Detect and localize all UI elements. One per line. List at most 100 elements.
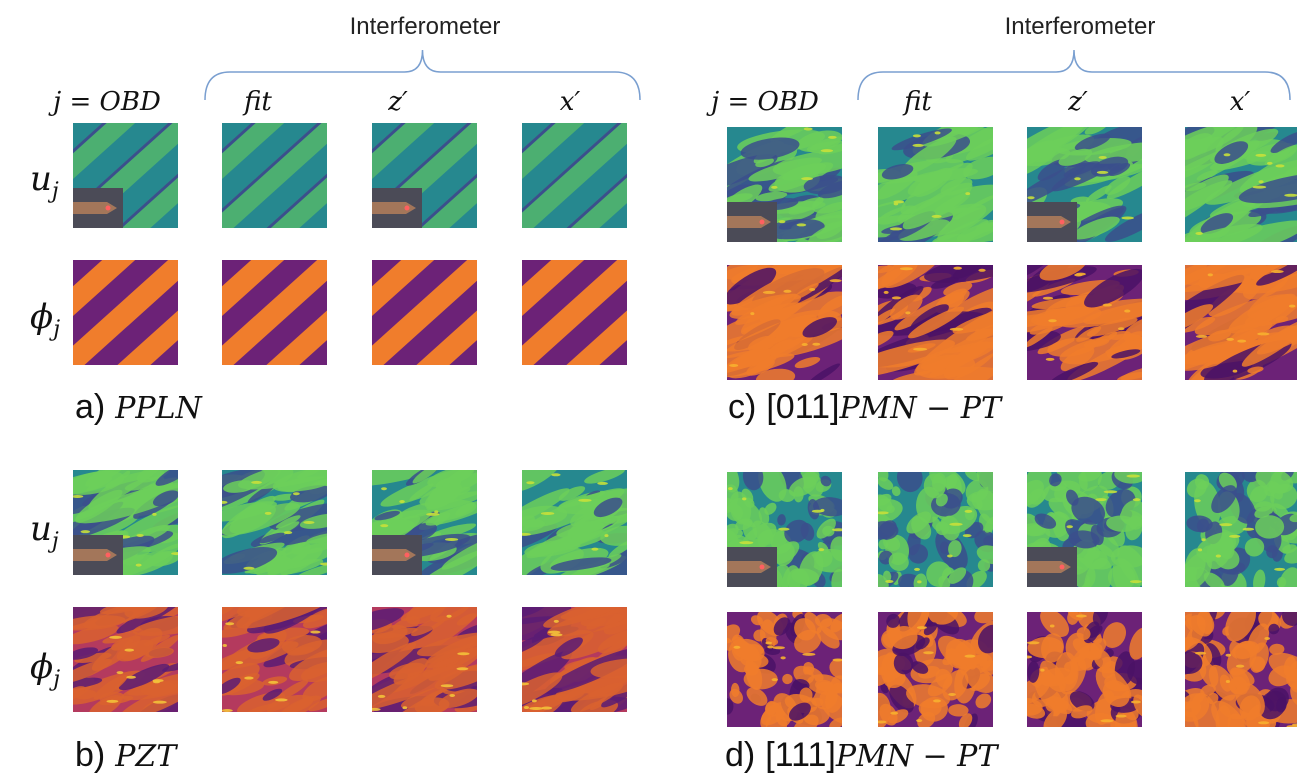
row-symbol: ϕ [30,297,53,337]
column-header: x′ [560,87,581,117]
domain-highlight [446,615,451,618]
image-panel [1128,100,1297,271]
column-header: fit [902,87,932,117]
domain-highlight [380,524,388,527]
domain-highlight [1100,719,1113,722]
domain-highlight [1074,177,1081,180]
domain-highlight [804,127,813,130]
domain-highlight [426,513,439,516]
image-panel [830,102,1035,273]
panel-name: PPLN [114,391,203,426]
domain-highlight [1226,680,1230,683]
inset-spot [106,553,111,558]
image-panel [975,103,1181,267]
domain-highlight [778,528,790,531]
domain-highlight [275,698,288,701]
domain-highlight [526,481,534,484]
domain-highlight [917,580,922,583]
image-panel [855,458,1010,607]
domain-highlight [1124,310,1130,313]
domain-highlight [884,291,889,294]
domain-highlight [1201,538,1205,541]
domain-highlight [152,513,156,516]
row-symbol: u [30,159,52,199]
image-panel [971,246,1168,389]
image-panel [1169,588,1297,744]
panel-label: a)PPLN [75,388,204,426]
stripe [450,199,699,426]
image-panel [865,594,1012,735]
domain-highlight [797,223,807,226]
domain-highlight [780,656,785,659]
domain-highlight [369,708,381,711]
domain-highlight [948,693,956,696]
domain-highlight [402,706,407,709]
domain-highlight [221,709,232,712]
domain-highlight [434,510,438,513]
panel-letter: b) [75,736,105,774]
domain-highlight [137,534,144,537]
domain-highlight [171,552,183,555]
domain-highlight [578,499,591,502]
domain-highlight [268,681,278,684]
domain-highlight [71,495,83,498]
domain-highlight [1219,523,1232,526]
domain-highlight [978,269,985,272]
domain-highlight [381,487,387,490]
domain-highlight [1074,273,1083,276]
domain-highlight [1236,665,1244,668]
domain-highlight [750,312,754,315]
domain-highlight [1097,171,1109,174]
domain-highlight [876,511,888,514]
domain-highlight [532,699,537,702]
domain-highlight [1259,180,1264,183]
domain-highlight [923,651,934,654]
domain-highlight [124,649,134,652]
domain-highlight [729,364,738,367]
inset-spot [405,206,410,211]
domain-highlight [284,531,292,534]
panel-label: c)[011]PMN − PT [728,388,1003,426]
panel-letter: d) [725,736,755,774]
domain-highlight [965,510,973,513]
domain-highlight [1126,475,1140,478]
page: Interferometerj = OBDfitz′x′Interferomet… [0,0,1297,783]
domain-highlight [1267,162,1273,165]
domain-highlight [1076,615,1087,618]
domain-highlight [1130,580,1142,583]
domain-highlight [1196,335,1207,338]
domain-highlight [801,177,813,180]
domain-highlight [832,528,846,531]
domain-highlight [771,186,777,189]
row-label: ϕj [30,297,60,342]
domain-highlight [949,523,962,526]
domain-highlight [251,481,262,484]
domain-highlight [892,296,901,299]
domain-highlight [900,267,913,270]
bracket-label: Interferometer [350,13,501,40]
domain-highlight [303,521,314,524]
domain-highlight [950,328,964,331]
image-panel [674,240,879,389]
domain-highlight [733,646,740,649]
panel-name: PZT [114,739,178,774]
domain-highlight [1216,555,1221,558]
domain-highlight [441,684,454,687]
domain-highlight [917,626,927,629]
domain-highlight [1048,319,1056,322]
domain-highlight [456,667,468,670]
domain-highlight [742,497,746,500]
domain-highlight [1103,304,1112,307]
domain-highlight [772,678,778,681]
domain-highlight [818,548,824,551]
domain-highlight [399,500,405,503]
column-header: x′ [1230,87,1251,117]
domain-highlight [106,700,118,703]
domain-highlight [1027,641,1040,644]
domain-highlight [1233,370,1238,373]
row-symbol: u [30,509,52,549]
domain-highlight [765,641,772,644]
bracket-label: Interferometer [1005,13,1156,40]
domain-highlight [1040,669,1044,672]
domain-highlight [1208,273,1213,276]
